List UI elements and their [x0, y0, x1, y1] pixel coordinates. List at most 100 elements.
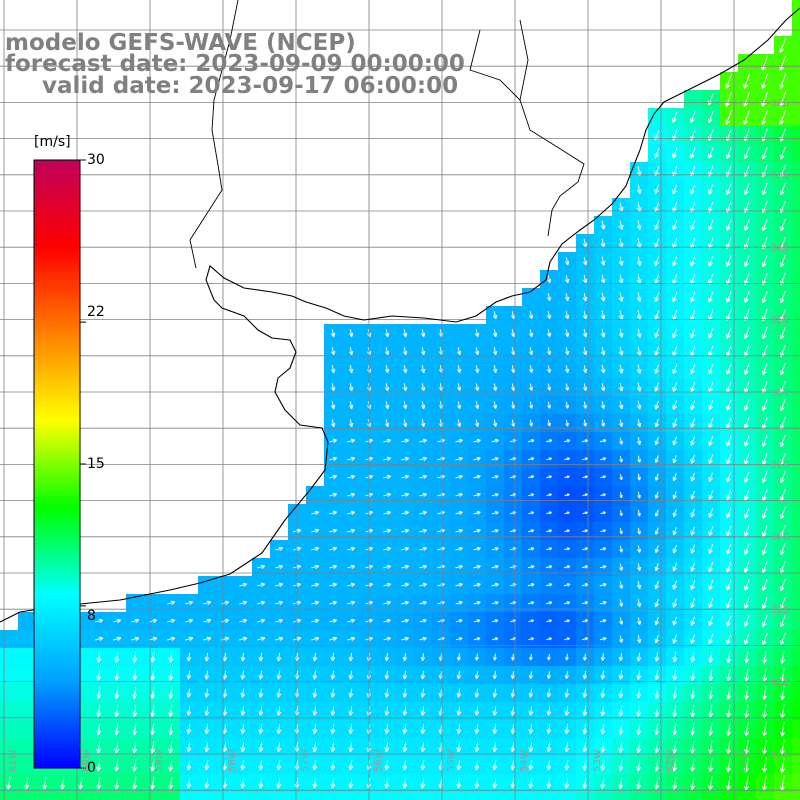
wind-speed-cell: [792, 252, 800, 270]
wind-arrow: [581, 439, 589, 443]
wind-arrow: [744, 489, 750, 501]
wind-arrow: [761, 255, 768, 268]
wind-arrow: [636, 184, 642, 194]
wind-arrow: [779, 218, 786, 232]
wind-speed-cell: [288, 792, 306, 800]
wind-arrow: [619, 474, 623, 481]
wind-speed-cell: [18, 648, 36, 666]
wind-arrow: [493, 383, 498, 391]
wind-speed-cell: [792, 198, 800, 216]
wind-arrow: [743, 291, 750, 303]
wind-arrow: [420, 365, 426, 374]
wind-arrow: [528, 311, 534, 320]
wind-speed-cell: [648, 108, 666, 126]
wind-arrow: [546, 529, 552, 533]
wind-arrow: [529, 383, 534, 391]
wind-arrow: [348, 329, 354, 338]
wind-speed-cell: [792, 306, 800, 324]
wind-arrow: [564, 293, 570, 302]
wind-arrow: [347, 474, 356, 479]
wind-arrow: [546, 475, 552, 479]
wind-arrow: [330, 347, 336, 356]
wind-speed-cell: [504, 792, 522, 800]
wind-arrow: [547, 329, 552, 338]
wind-arrow: [779, 434, 786, 448]
wind-arrow: [546, 511, 552, 515]
wind-arrow: [419, 528, 427, 533]
wind-speed-cell: [792, 216, 800, 234]
wind-arrow: [744, 507, 750, 519]
wind-arrow: [654, 310, 660, 320]
wind-arrow: [582, 274, 588, 284]
wind-speed-cell: [792, 90, 800, 108]
wind-arrow: [383, 492, 392, 497]
wind-arrow: [690, 147, 696, 159]
wind-arrow: [491, 528, 499, 533]
wind-arrow: [420, 347, 426, 356]
wind-arrow: [726, 327, 732, 339]
wind-arrow: [690, 526, 696, 536]
wind-speed-cell: [270, 792, 288, 800]
wind-arrow: [619, 492, 623, 499]
wind-arrow: [511, 401, 516, 409]
wind-arrow: [583, 383, 588, 391]
wind-arrow: [690, 472, 696, 482]
wind-arrow: [546, 293, 552, 302]
wind-speed-cell: [792, 540, 800, 558]
wind-arrow: [761, 183, 768, 196]
wind-arrow: [600, 346, 606, 356]
wind-arrow: [473, 456, 481, 461]
colorbar-gradient: [33, 159, 81, 769]
wind-arrow: [690, 454, 696, 464]
wind-arrow: [582, 457, 589, 461]
wind-arrow: [582, 292, 588, 302]
wind-arrow: [618, 292, 624, 302]
wind-arrow: [779, 362, 786, 376]
wind-arrow: [383, 474, 392, 479]
wind-speed-cell: [792, 180, 800, 198]
wind-arrow: [708, 454, 714, 464]
wind-arrow: [457, 401, 462, 409]
wind-arrow: [402, 347, 408, 356]
wind-arrow: [726, 363, 732, 375]
wind-arrow: [744, 453, 750, 465]
wind-arrow: [672, 491, 677, 500]
wind-arrow: [761, 291, 768, 304]
wind-arrow: [403, 419, 408, 428]
wind-arrow: [726, 255, 732, 267]
wind-arrow: [690, 183, 696, 195]
wind-arrow: [582, 256, 588, 266]
wind-arrow: [726, 435, 732, 447]
wind-arrow: [491, 493, 499, 497]
wind-speed-cell: [396, 792, 414, 800]
wind-arrow: [475, 383, 480, 391]
wind-speed-cell: [36, 792, 54, 800]
wind-arrow: [529, 329, 534, 338]
wind-arrow: [689, 111, 696, 123]
wind-arrow: [744, 435, 750, 447]
wind-speed-cell: [792, 612, 800, 630]
wind-arrow: [582, 346, 588, 356]
wind-speed-cell: [162, 792, 180, 800]
wind-arrow: [546, 493, 552, 497]
wind-arrow: [743, 327, 750, 339]
wind-arrow: [600, 364, 606, 374]
wind-speed-cell: [558, 792, 576, 800]
wind-arrow: [744, 471, 750, 483]
wind-arrow: [475, 347, 480, 356]
wind-arrow: [456, 347, 462, 356]
wind-arrow: [619, 437, 624, 445]
wind-arrow: [761, 525, 768, 537]
wind-arrow: [618, 220, 624, 230]
wind-arrow: [600, 256, 606, 266]
wind-arrow: [330, 401, 336, 410]
wind-arrow: [457, 365, 462, 374]
wind-arrow: [330, 329, 336, 338]
wind-arrow: [654, 147, 660, 159]
wind-speed-cell: [108, 792, 126, 800]
wind-arrow: [455, 438, 463, 443]
latitude-label: 32S: [770, 98, 790, 109]
wind-speed-cell: [252, 792, 270, 800]
longitude-label: 56W: [373, 749, 384, 772]
wind-arrow: [329, 474, 338, 479]
